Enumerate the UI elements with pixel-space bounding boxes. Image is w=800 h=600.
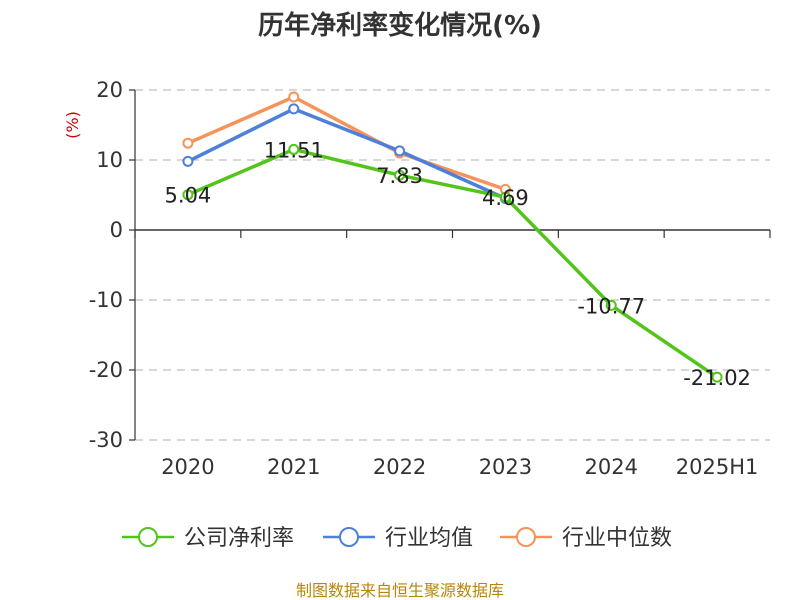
series-line [187, 95, 506, 192]
data-point [711, 371, 723, 383]
legend-swatch-marker [516, 527, 536, 547]
data-label: 11.51 [264, 138, 324, 162]
series-line [187, 147, 719, 379]
grid-lines [135, 89, 770, 441]
data-labels: 5.04 11.51 7.83 4.69 -10.77 -21.02 [165, 138, 751, 390]
data-point [182, 155, 194, 167]
legend-swatch-marker [138, 527, 158, 547]
data-point [394, 169, 406, 181]
y-tick-label: -20 [89, 358, 123, 382]
data-point [394, 145, 406, 157]
axes: 20 10 0 -10 -20 -30 2020 2021 2022 2023 2024 2025H1 [89, 78, 771, 479]
data-label: 7.83 [376, 164, 423, 188]
chart-title: 历年净利率变化情况(%) [258, 10, 542, 41]
data-point [605, 299, 617, 311]
y-tick-label: 0 [110, 218, 123, 242]
data-point [288, 91, 300, 103]
data-point [288, 103, 300, 115]
series-line [187, 107, 507, 201]
x-tick-label: 2020 [161, 455, 214, 479]
data-point [288, 143, 300, 155]
series-group [182, 91, 723, 383]
legend-label: 行业中位数 [562, 526, 672, 551]
data-label: 5.04 [165, 184, 212, 208]
y-tick-label: 20 [96, 78, 123, 102]
legend: 公司净利率 行业均值 行业中位数 [122, 526, 672, 551]
legend-label: 公司净利率 [184, 526, 294, 551]
x-tick-label: 2025H1 [676, 455, 759, 479]
legend-swatch-marker [339, 527, 359, 547]
x-tick-label: 2022 [373, 455, 426, 479]
y-tick-label: 10 [96, 148, 123, 172]
data-point [182, 137, 194, 149]
source-note: 制图数据来自恒生聚源数据库 [296, 581, 504, 600]
x-tick-label: 2023 [479, 455, 532, 479]
data-point [499, 191, 511, 203]
x-tick-label: 2024 [585, 455, 638, 479]
legend-label: 行业均值 [385, 526, 473, 551]
data-label: 4.69 [482, 186, 529, 210]
y-tick-label: -10 [89, 288, 123, 312]
y-axis-unit: (%) [63, 111, 82, 139]
data-point [182, 189, 194, 201]
x-tick-label: 2021 [267, 455, 320, 479]
data-label: -21.02 [683, 366, 751, 390]
y-tick-label: -30 [89, 428, 123, 452]
data-label: -10.77 [577, 294, 645, 318]
